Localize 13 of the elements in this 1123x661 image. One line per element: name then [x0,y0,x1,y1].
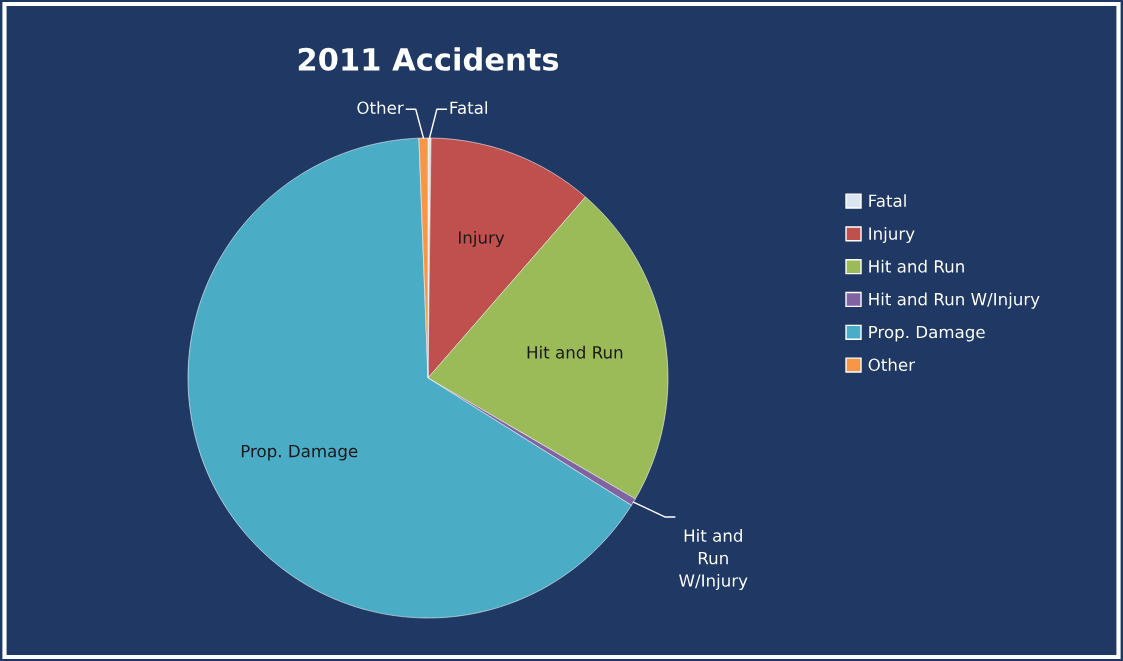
slice-label: Other [357,101,404,115]
legend-label: Injury [869,226,915,244]
legend-label: Other [868,358,916,372]
slice-label: Hit and Run W/Injury [679,529,748,591]
legend-label: Prop. Damage [869,325,985,342]
slice-label: Fatal [450,101,487,115]
legend-label: Fatal [869,194,906,208]
legend-label: Hit and Run W/Injury [869,292,1040,309]
slice-label: Injury [458,230,505,248]
chart-title: 2011 Accidents [298,47,559,71]
slice-label: Prop. Damage [241,444,358,461]
legend-label: Hit and Run [869,259,964,273]
slice-label: Hit and Run [527,345,623,359]
